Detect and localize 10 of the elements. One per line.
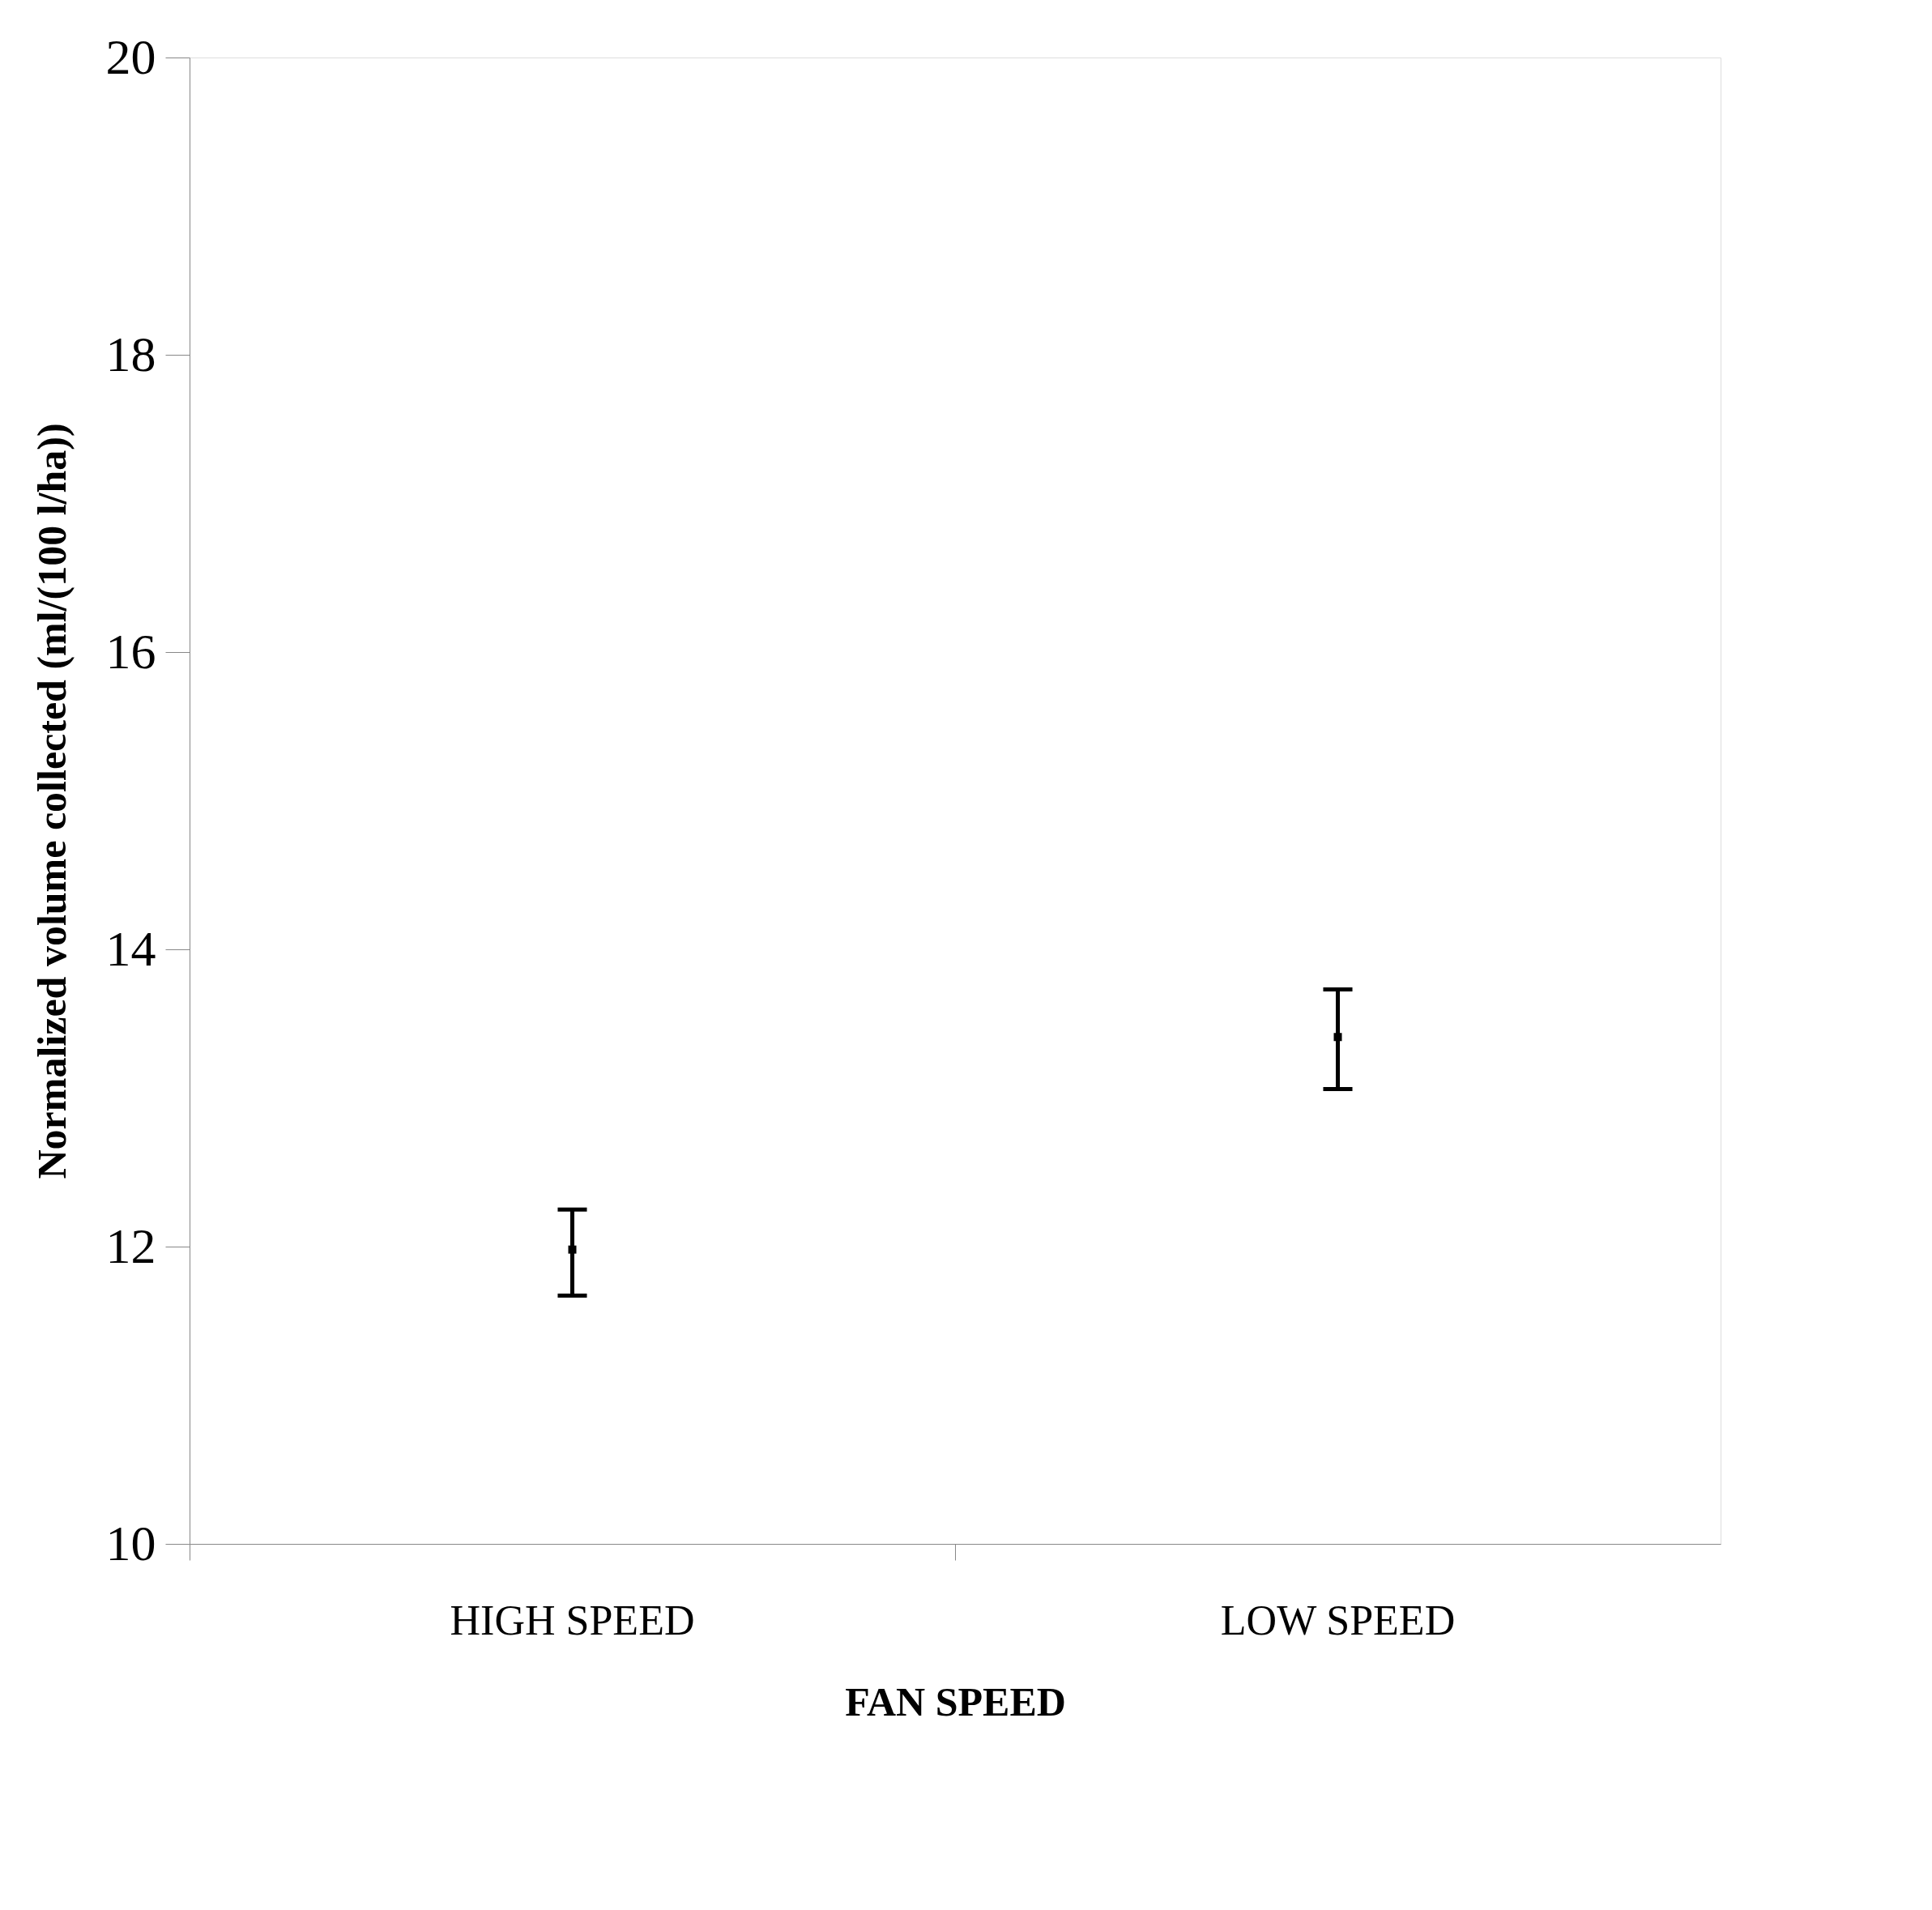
x-axis-title: FAN SPEED: [845, 1678, 1066, 1725]
y-tick-label: 16: [105, 623, 156, 679]
y-axis-title: Normalized volume collected (ml/(100 l/ha)): [28, 423, 75, 1179]
y-tick-label: 10: [105, 1515, 156, 1571]
y-tick-label: 14: [105, 920, 156, 976]
y-tick-label: 12: [105, 1217, 156, 1273]
y-tick-label: 18: [105, 326, 156, 382]
x-tick-label: HIGH SPEED: [450, 1597, 695, 1644]
x-tick-label: LOW SPEED: [1220, 1597, 1456, 1644]
y-tick-label: 20: [105, 28, 156, 84]
